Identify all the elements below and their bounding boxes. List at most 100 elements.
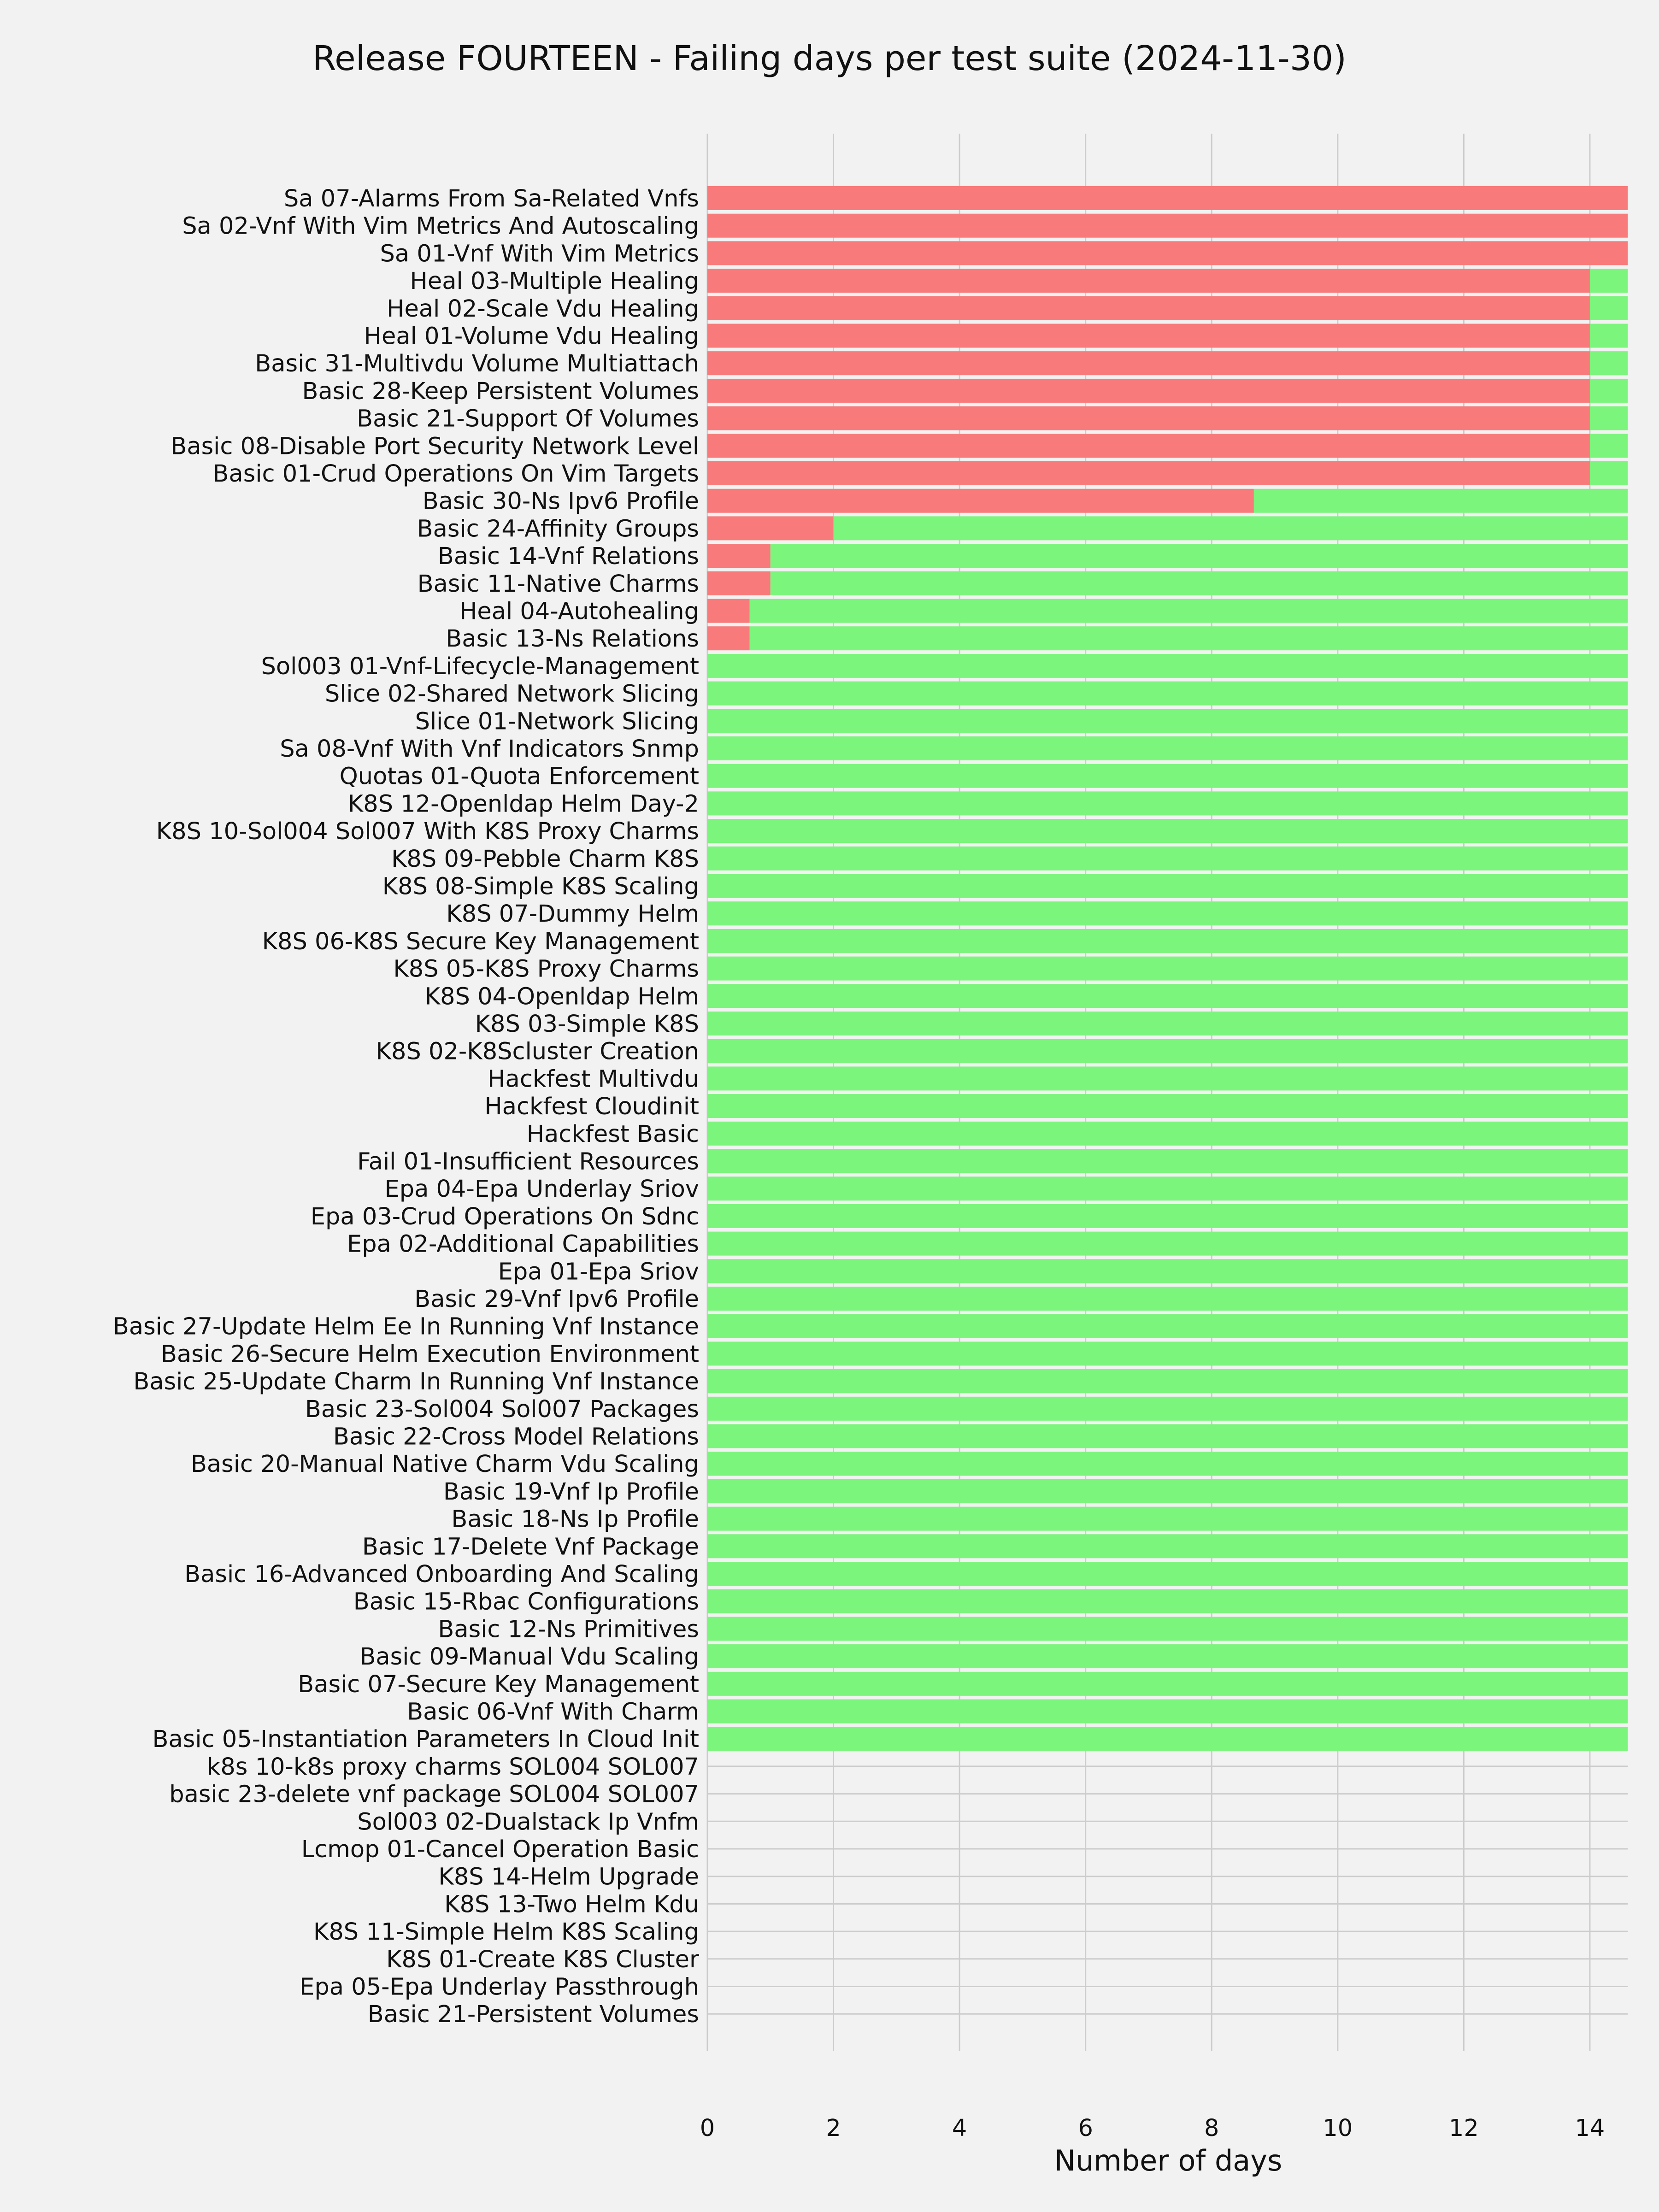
bar-passing-days	[1589, 269, 1628, 293]
bar-passing-days	[707, 1506, 1628, 1531]
category-label: K8S 04-Openldap Helm	[425, 983, 699, 1010]
bar-passing-days	[1253, 488, 1628, 513]
category-label: K8S 09-Pebble Charm K8S	[391, 846, 699, 873]
category-label: K8S 06-K8S Secure Key Management	[262, 928, 699, 955]
category-label: Epa 01-Epa Sriov	[498, 1258, 699, 1285]
category-label: Heal 02-Scale Vdu Healing	[387, 295, 699, 323]
bar-passing-days	[707, 1012, 1628, 1035]
bar-passing-days	[707, 901, 1628, 926]
bar-passing-days	[1589, 324, 1628, 348]
x-tick-label: 12	[1449, 2115, 1479, 2142]
category-label: Basic 11-Native Charms	[418, 571, 699, 598]
bar-passing-days	[707, 681, 1628, 706]
category-label: Sol003 01-Vnf-Lifecycle-Management	[261, 653, 699, 680]
bar-passing-days	[707, 1039, 1628, 1063]
category-label: K8S 14-Helm Upgrade	[438, 1864, 699, 1891]
category-label: Basic 22-Cross Model Relations	[333, 1424, 699, 1451]
bar-failing-days	[707, 599, 750, 623]
bar-passing-days	[707, 1149, 1628, 1173]
category-label: Heal 03-Multiple Healing	[410, 268, 699, 295]
category-label: Basic 25-Update Charm In Running Vnf Ins…	[133, 1368, 699, 1395]
category-label: K8S 10-Sol004 Sol007 With K8S Proxy Char…	[156, 818, 699, 845]
category-label: Basic 24-Affinity Groups	[417, 515, 699, 542]
category-label: K8S 01-Create K8S Cluster	[386, 1946, 699, 1973]
bar-passing-days	[833, 516, 1628, 541]
bar-passing-days	[707, 764, 1628, 788]
bar-failing-days	[707, 488, 1254, 513]
bar-passing-days	[749, 626, 1628, 651]
category-label: Basic 19-Vnf Ip Profile	[443, 1478, 699, 1506]
category-label: K8S 08-Simple K8S Scaling	[382, 873, 699, 900]
bar-passing-days	[770, 571, 1628, 595]
category-label: K8S 13-Two Helm Kdu	[444, 1891, 699, 1918]
x-tick-label: 0	[700, 2115, 715, 2142]
bar-failing-days	[707, 406, 1590, 430]
category-label: Basic 09-Manual Vdu Scaling	[359, 1643, 699, 1671]
category-label: Epa 05-Epa Underlay Passthrough	[300, 1974, 699, 2001]
category-label: Heal 01-Volume Vdu Healing	[364, 323, 699, 350]
category-label: Basic 17-Delete Vnf Package	[362, 1533, 699, 1560]
category-label: Basic 29-Vnf Ipv6 Profile	[414, 1286, 699, 1313]
bar-passing-days	[707, 1121, 1628, 1146]
category-label: Basic 08-Disable Port Security Network L…	[171, 433, 699, 460]
category-label: Hackfest Multivdu	[488, 1065, 699, 1093]
bar-passing-days	[707, 791, 1628, 816]
category-label: Hackfest Basic	[527, 1121, 699, 1148]
category-label: Basic 16-Advanced Onboarding And Scaling	[184, 1561, 699, 1588]
bar-passing-days	[707, 1314, 1628, 1338]
bar-failing-days	[707, 516, 834, 541]
bar-passing-days	[1589, 296, 1628, 320]
bar-passing-days	[707, 1177, 1628, 1201]
bar-passing-days	[707, 1534, 1628, 1559]
category-label: Basic 01-Crud Operations On Vim Targets	[213, 460, 699, 488]
category-label: K8S 12-Openldap Helm Day-2	[348, 790, 699, 818]
bar-passing-days	[707, 1617, 1628, 1641]
category-label: Basic 20-Manual Native Charm Vdu Scaling	[191, 1451, 699, 1478]
category-label: Sol003 02-Dualstack Ip Vnfm	[357, 1808, 699, 1835]
bar-passing-days	[707, 1259, 1628, 1283]
bar-passing-days	[707, 1341, 1628, 1366]
x-tick-label: 2	[826, 2115, 841, 2142]
category-label: Basic 05-Instantiation Parameters In Clo…	[153, 1726, 699, 1753]
category-label: Slice 02-Shared Network Slicing	[325, 681, 699, 708]
bar-passing-days	[707, 1204, 1628, 1228]
bar-passing-days	[707, 846, 1628, 871]
bar-failing-days	[707, 241, 1628, 265]
bar-failing-days	[707, 544, 771, 568]
category-label: Basic 15-Rbac Configurations	[353, 1588, 699, 1616]
category-label: Basic 21-Support Of Volumes	[357, 406, 699, 433]
bar-passing-days	[707, 1644, 1628, 1669]
category-label: K8S 03-Simple K8S	[475, 1011, 699, 1038]
x-axis-label: Number of days	[1054, 2144, 1282, 2177]
bar-passing-days	[707, 1671, 1628, 1696]
category-label: Lcmop 01-Cancel Operation Basic	[301, 1836, 699, 1863]
category-label: Sa 07-Alarms From Sa-Related Vnfs	[284, 185, 699, 212]
bar-passing-days	[749, 599, 1628, 623]
bar-failing-days	[707, 186, 1628, 210]
category-label: Sa 02-Vnf With Vim Metrics And Autoscali…	[182, 213, 699, 240]
bar-passing-days	[707, 1699, 1628, 1724]
category-label: Basic 23-Sol004 Sol007 Packages	[305, 1396, 699, 1423]
category-label: Basic 13-Ns Relations	[446, 625, 699, 653]
category-label: Epa 04-Epa Underlay Sriov	[385, 1176, 700, 1203]
bar-passing-days	[707, 1479, 1628, 1503]
bar-layer	[707, 186, 1628, 1751]
bar-passing-days	[707, 1287, 1628, 1311]
category-label: Basic 28-Keep Persistent Volumes	[302, 378, 699, 405]
category-label: K8S 11-Simple Helm K8S Scaling	[313, 1918, 699, 1946]
category-label: Basic 06-Vnf With Charm	[407, 1699, 699, 1726]
bar-passing-days	[707, 984, 1628, 1008]
category-label: K8S 05-K8S Proxy Charms	[393, 956, 699, 983]
bar-passing-days	[707, 956, 1628, 981]
category-label: Basic 27-Update Helm Ee In Running Vnf I…	[113, 1313, 699, 1341]
bar-passing-days	[707, 709, 1628, 733]
bar-failing-days	[707, 324, 1590, 348]
category-label: Sa 08-Vnf With Vnf Indicators Snmp	[280, 735, 699, 763]
category-label: Basic 31-Multivdu Volume Multiattach	[255, 350, 699, 377]
bar-failing-days	[707, 571, 771, 595]
bar-failing-days	[707, 626, 750, 651]
bar-passing-days	[707, 1094, 1628, 1118]
category-label: Sa 01-Vnf With Vim Metrics	[380, 240, 699, 267]
